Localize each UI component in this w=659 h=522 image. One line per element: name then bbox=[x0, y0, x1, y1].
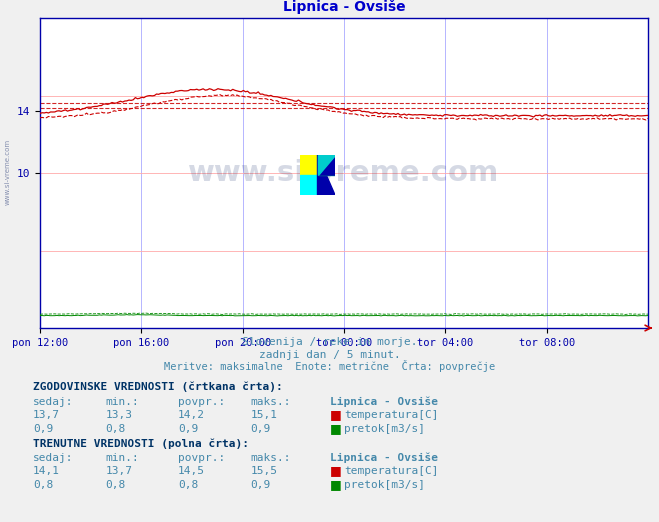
Text: TRENUTNE VREDNOSTI (polna črta):: TRENUTNE VREDNOSTI (polna črta): bbox=[33, 438, 249, 449]
Text: 0,9: 0,9 bbox=[33, 424, 53, 434]
Text: maks.:: maks.: bbox=[250, 453, 291, 463]
Text: 15,1: 15,1 bbox=[250, 410, 277, 420]
Text: ■: ■ bbox=[330, 464, 341, 477]
Text: 15,5: 15,5 bbox=[250, 466, 277, 476]
Text: maks.:: maks.: bbox=[250, 397, 291, 407]
Text: temperatura[C]: temperatura[C] bbox=[344, 410, 438, 420]
Text: 14,2: 14,2 bbox=[178, 410, 205, 420]
Text: www.si-vreme.com: www.si-vreme.com bbox=[188, 159, 500, 187]
Text: min.:: min.: bbox=[105, 397, 139, 407]
Text: ZGODOVINSKE VREDNOSTI (črtkana črta):: ZGODOVINSKE VREDNOSTI (črtkana črta): bbox=[33, 382, 283, 392]
Title: Lipnica - Ovsiše: Lipnica - Ovsiše bbox=[283, 0, 405, 14]
Text: sedaj:: sedaj: bbox=[33, 453, 73, 463]
Polygon shape bbox=[318, 155, 335, 175]
Text: 0,9: 0,9 bbox=[250, 424, 271, 434]
Text: ■: ■ bbox=[330, 478, 341, 491]
Text: pretok[m3/s]: pretok[m3/s] bbox=[344, 480, 425, 490]
Text: povpr.:: povpr.: bbox=[178, 397, 225, 407]
Text: 14,1: 14,1 bbox=[33, 466, 60, 476]
Text: 0,8: 0,8 bbox=[33, 480, 53, 490]
Text: 13,7: 13,7 bbox=[33, 410, 60, 420]
Text: sedaj:: sedaj: bbox=[33, 397, 73, 407]
Text: 13,3: 13,3 bbox=[105, 410, 132, 420]
Text: min.:: min.: bbox=[105, 453, 139, 463]
Polygon shape bbox=[300, 155, 318, 175]
Text: Meritve: maksimalne  Enote: metrične  Črta: povprečje: Meritve: maksimalne Enote: metrične Črta… bbox=[164, 360, 495, 372]
Text: www.si-vreme.com: www.si-vreme.com bbox=[5, 139, 11, 205]
Polygon shape bbox=[300, 175, 318, 195]
Text: povpr.:: povpr.: bbox=[178, 453, 225, 463]
Text: 0,9: 0,9 bbox=[250, 480, 271, 490]
Polygon shape bbox=[318, 155, 335, 175]
Text: pretok[m3/s]: pretok[m3/s] bbox=[344, 424, 425, 434]
Text: 13,7: 13,7 bbox=[105, 466, 132, 476]
Text: 0,8: 0,8 bbox=[178, 480, 198, 490]
Text: 14,5: 14,5 bbox=[178, 466, 205, 476]
Text: Lipnica - Ovsiše: Lipnica - Ovsiše bbox=[330, 397, 438, 407]
Text: ■: ■ bbox=[330, 422, 341, 435]
Text: 0,8: 0,8 bbox=[105, 480, 126, 490]
Text: zadnji dan / 5 minut.: zadnji dan / 5 minut. bbox=[258, 350, 401, 360]
Text: 0,8: 0,8 bbox=[105, 424, 126, 434]
Text: 0,9: 0,9 bbox=[178, 424, 198, 434]
Text: ■: ■ bbox=[330, 408, 341, 421]
Text: Slovenija / reke in morje.: Slovenija / reke in morje. bbox=[242, 337, 417, 347]
Polygon shape bbox=[318, 155, 335, 195]
Text: Lipnica - Ovsiše: Lipnica - Ovsiše bbox=[330, 453, 438, 463]
Text: temperatura[C]: temperatura[C] bbox=[344, 466, 438, 476]
Polygon shape bbox=[318, 155, 335, 175]
